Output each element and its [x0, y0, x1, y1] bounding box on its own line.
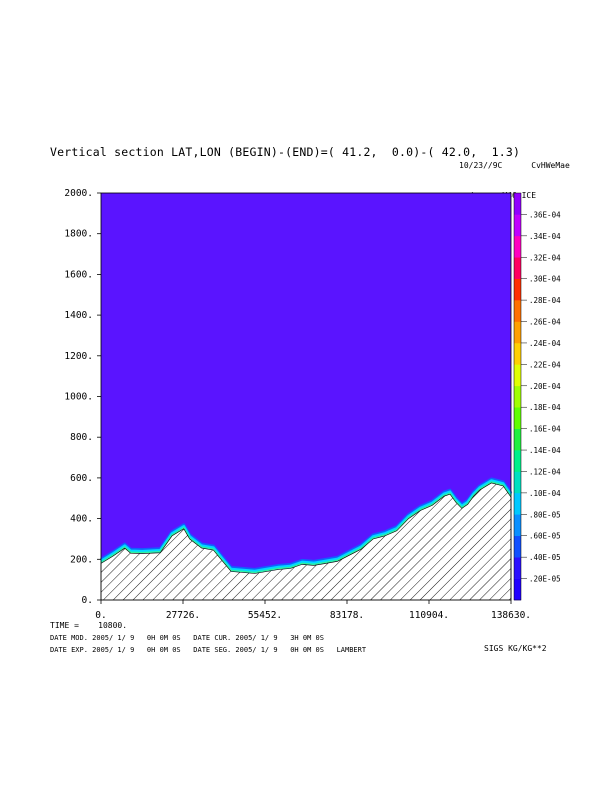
x-tick-label: 27726. [166, 610, 200, 621]
x-tick-label: 83178. [330, 610, 364, 621]
colorbar-swatch [514, 364, 521, 387]
colorbar-label: .40E-05 [529, 553, 561, 562]
date-line-2: DATE EXP. 2005/ 1/ 9 0H 0M 0S DATE SEG. … [50, 646, 367, 654]
colorbar-swatch [514, 235, 521, 258]
colorbar-swatch [514, 214, 521, 237]
colorbar-swatch [514, 321, 521, 344]
colorbar-swatch [514, 300, 521, 322]
y-tick-label: 800. [70, 432, 93, 443]
colorbar-label: .18E-04 [529, 403, 561, 412]
colorbar-swatch [514, 450, 521, 472]
y-tick-label: 400. [70, 514, 93, 525]
colorbar-swatch [514, 385, 521, 408]
colorbar-swatch [514, 278, 521, 301]
colorbar-swatch [514, 471, 521, 494]
y-tick-label: 2000. [64, 188, 93, 199]
colorbar-swatch [514, 535, 521, 558]
colorbar-label: .20E-04 [529, 382, 561, 391]
colorbar-label: .30E-04 [529, 275, 561, 284]
terrain-hatched [100, 482, 512, 601]
y-tick-label: 1000. [64, 392, 93, 403]
y-tick-label: 600. [70, 473, 93, 484]
colorbar-swatch [514, 257, 521, 279]
x-tick-label: 138630. [491, 610, 531, 621]
contour-band [100, 479, 513, 573]
colorbar-label: .32E-04 [529, 253, 561, 262]
x-tick-label: 55452. [248, 610, 282, 621]
colorbar-swatch [514, 578, 521, 601]
colorbar-swatch [514, 342, 521, 365]
run-info-date: 10/23//9C CvHWeMae [459, 161, 570, 170]
y-tick-label: 0. [82, 595, 93, 606]
colorbar-label: .22E-04 [529, 360, 561, 369]
colorbar-label: .34E-04 [529, 232, 561, 241]
colorbar-label: .20E-05 [529, 575, 561, 584]
colorbar-label: .26E-04 [529, 318, 561, 327]
chart-title: Vertical section LAT,LON (BEGIN)-(END)=(… [50, 145, 521, 159]
date-line-1: DATE MOD. 2005/ 1/ 9 0H 0M 0S DATE CUR. … [50, 634, 324, 642]
colorbar-label: .80E-05 [529, 510, 561, 519]
colorbar-swatch [514, 492, 521, 515]
colorbar-label: .12E-04 [529, 467, 561, 476]
x-tick-label: 0. [95, 610, 106, 621]
colorbar-label: .14E-04 [529, 446, 561, 455]
colorbar-label: .28E-04 [529, 296, 561, 305]
colorbar-swatch [514, 514, 521, 537]
colorbar-label: .60E-05 [529, 532, 561, 541]
contour-band [100, 481, 512, 574]
y-tick-label: 1800. [64, 229, 93, 240]
colorbar-label: .16E-04 [529, 425, 561, 434]
colorbar-label: .24E-04 [529, 339, 561, 348]
x-tick-label: 110904. [409, 610, 449, 621]
y-tick-label: 1200. [64, 351, 93, 362]
y-tick-label: 1600. [64, 269, 93, 280]
y-tick-label: 200. [70, 554, 93, 565]
colorbar-swatch [514, 557, 521, 579]
units-label: SIGS KG/KG**2 [484, 644, 547, 653]
colorbar-label: .36E-04 [529, 210, 561, 219]
colorbar-frame [513, 192, 522, 601]
colorbar-swatch [514, 428, 521, 451]
time-label: TIME = 10800. [50, 621, 128, 630]
y-tick-label: 1400. [64, 310, 93, 321]
colorbar-label: .10E-04 [529, 489, 561, 498]
colorbar-swatch [514, 407, 521, 429]
colorbar-swatch [514, 193, 521, 215]
